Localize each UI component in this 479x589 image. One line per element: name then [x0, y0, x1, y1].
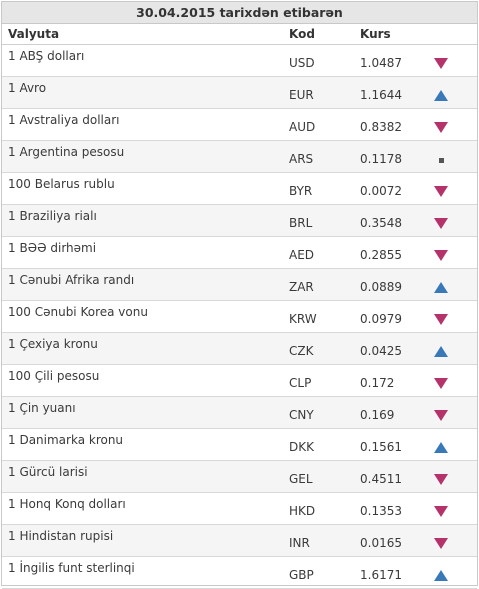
currency-code: KRW — [289, 312, 317, 326]
currency-code: HKD — [289, 504, 316, 518]
table-row: 1 Argentina pesosu ARS 0.1178 — [2, 141, 477, 173]
arrow-down-icon — [434, 218, 448, 229]
arrow-down-icon — [434, 378, 448, 389]
currency-name: 1 Braziliya rialı — [8, 209, 97, 223]
currency-name: 1 Çin yuanı — [8, 401, 76, 415]
arrow-up-icon — [434, 346, 448, 357]
arrow-down-icon — [434, 410, 448, 421]
currency-name: 1 İngilis funt sterlinqi — [8, 561, 135, 575]
header-rate: Kurs — [360, 27, 391, 41]
currency-name: 100 Cənubi Korea vonu — [8, 305, 148, 319]
currency-code: DKK — [289, 440, 314, 454]
table-row: 1 BƏƏ dirhəmi AED 0.2855 — [2, 237, 477, 269]
arrow-down-icon — [434, 314, 448, 325]
currency-name: 1 ABŞ dolları — [8, 49, 85, 63]
exchange-rate: 0.0889 — [360, 280, 402, 294]
currency-name: 1 Gürcü larisi — [8, 465, 88, 479]
table-row: 1 İngilis funt sterlinqi GBP 1.6171 — [2, 557, 477, 589]
currency-code: GEL — [289, 472, 313, 486]
table-row: 1 Danimarka kronu DKK 0.1561 — [2, 429, 477, 461]
arrow-down-icon — [434, 250, 448, 261]
currency-name: 100 Belarus rublu — [8, 177, 115, 191]
exchange-rate: 0.2855 — [360, 248, 402, 262]
table-row: 1 Hindistan rupisi INR 0.0165 — [2, 525, 477, 557]
currency-code: ZAR — [289, 280, 314, 294]
arrow-up-icon — [434, 282, 448, 293]
table-row: 1 Çin yuanı CNY 0.169 — [2, 397, 477, 429]
currency-code: INR — [289, 536, 310, 550]
table-header: Valyuta Kod Kurs — [2, 24, 477, 45]
currency-code: GBP — [289, 568, 314, 582]
exchange-rate: 1.0487 — [360, 56, 402, 70]
table-row: 100 Cənubi Korea vonu KRW 0.0979 — [2, 301, 477, 333]
exchange-rate: 0.0165 — [360, 536, 402, 550]
exchange-rate: 0.3548 — [360, 216, 402, 230]
header-code: Kod — [289, 27, 315, 41]
arrow-down-icon — [434, 538, 448, 549]
arrow-down-icon — [434, 58, 448, 69]
header-currency: Valyuta — [8, 27, 60, 41]
arrow-down-icon — [434, 186, 448, 197]
currency-code: ARS — [289, 152, 314, 166]
exchange-rate: 0.8382 — [360, 120, 402, 134]
arrow-up-icon — [434, 442, 448, 453]
table-row: 100 Çili pesosu CLP 0.172 — [2, 365, 477, 397]
currency-name: 1 Avstraliya dolları — [8, 113, 120, 127]
exchange-rate: 0.0425 — [360, 344, 402, 358]
arrow-up-icon — [434, 570, 448, 581]
currency-code: CLP — [289, 376, 312, 390]
currency-name: 1 Hindistan rupisi — [8, 529, 114, 543]
currency-name: 1 Danimarka kronu — [8, 433, 124, 447]
currency-name: 1 Çexiya kronu — [8, 337, 98, 351]
currency-code: AUD — [289, 120, 316, 134]
currency-code: AED — [289, 248, 315, 262]
exchange-rate: 0.0072 — [360, 184, 402, 198]
table-row: 1 Braziliya rialı BRL 0.3548 — [2, 205, 477, 237]
currency-name: 1 Avro — [8, 81, 47, 95]
exchange-rate: 1.1644 — [360, 88, 402, 102]
exchange-rate: 1.6171 — [360, 568, 402, 582]
table-body: 1 ABŞ dolları USD 1.0487 1 Avro EUR 1.1644 1 A… — [2, 45, 477, 589]
currency-name: 1 Honq Konq dolları — [8, 497, 126, 511]
table-row: 1 Avstraliya dolları AUD 0.8382 — [2, 109, 477, 141]
currency-name: 1 BƏƏ dirhəmi — [8, 241, 97, 255]
exchange-rate: 0.4511 — [360, 472, 402, 486]
currency-name: 100 Çili pesosu — [8, 369, 100, 383]
table-row: 1 Cənubi Afrika randı ZAR 0.0889 — [2, 269, 477, 301]
exchange-rate: 0.1353 — [360, 504, 402, 518]
table-row: 1 Honq Konq dolları HKD 0.1353 — [2, 493, 477, 525]
arrow-down-icon — [434, 506, 448, 517]
arrow-up-icon — [434, 90, 448, 101]
currency-name: 1 Argentina pesosu — [8, 145, 125, 159]
table-row: 100 Belarus rublu BYR 0.0072 — [2, 173, 477, 205]
currency-code: EUR — [289, 88, 314, 102]
currency-code: BYR — [289, 184, 313, 198]
currency-name: 1 Cənubi Afrika randı — [8, 273, 135, 287]
table-row: 1 Avro EUR 1.1644 — [2, 77, 477, 109]
currency-code: CZK — [289, 344, 314, 358]
table-row: 1 Çexiya kronu CZK 0.0425 — [2, 333, 477, 365]
arrow-down-icon — [434, 474, 448, 485]
exchange-rate: 0.169 — [360, 408, 395, 422]
exchange-rate: 0.1561 — [360, 440, 402, 454]
no-change-icon — [439, 158, 444, 163]
table-row: 1 ABŞ dolları USD 1.0487 — [2, 45, 477, 77]
currency-code: USD — [289, 56, 315, 70]
currency-code: BRL — [289, 216, 313, 230]
arrow-down-icon — [434, 122, 448, 133]
exchange-rate: 0.172 — [360, 376, 395, 390]
table-row: 1 Gürcü larisi GEL 0.4511 — [2, 461, 477, 493]
table-title: 30.04.2015 tarixdən etibarən — [2, 2, 477, 24]
currency-code: CNY — [289, 408, 314, 422]
exchange-rate: 0.1178 — [360, 152, 402, 166]
exchange-rate: 0.0979 — [360, 312, 402, 326]
